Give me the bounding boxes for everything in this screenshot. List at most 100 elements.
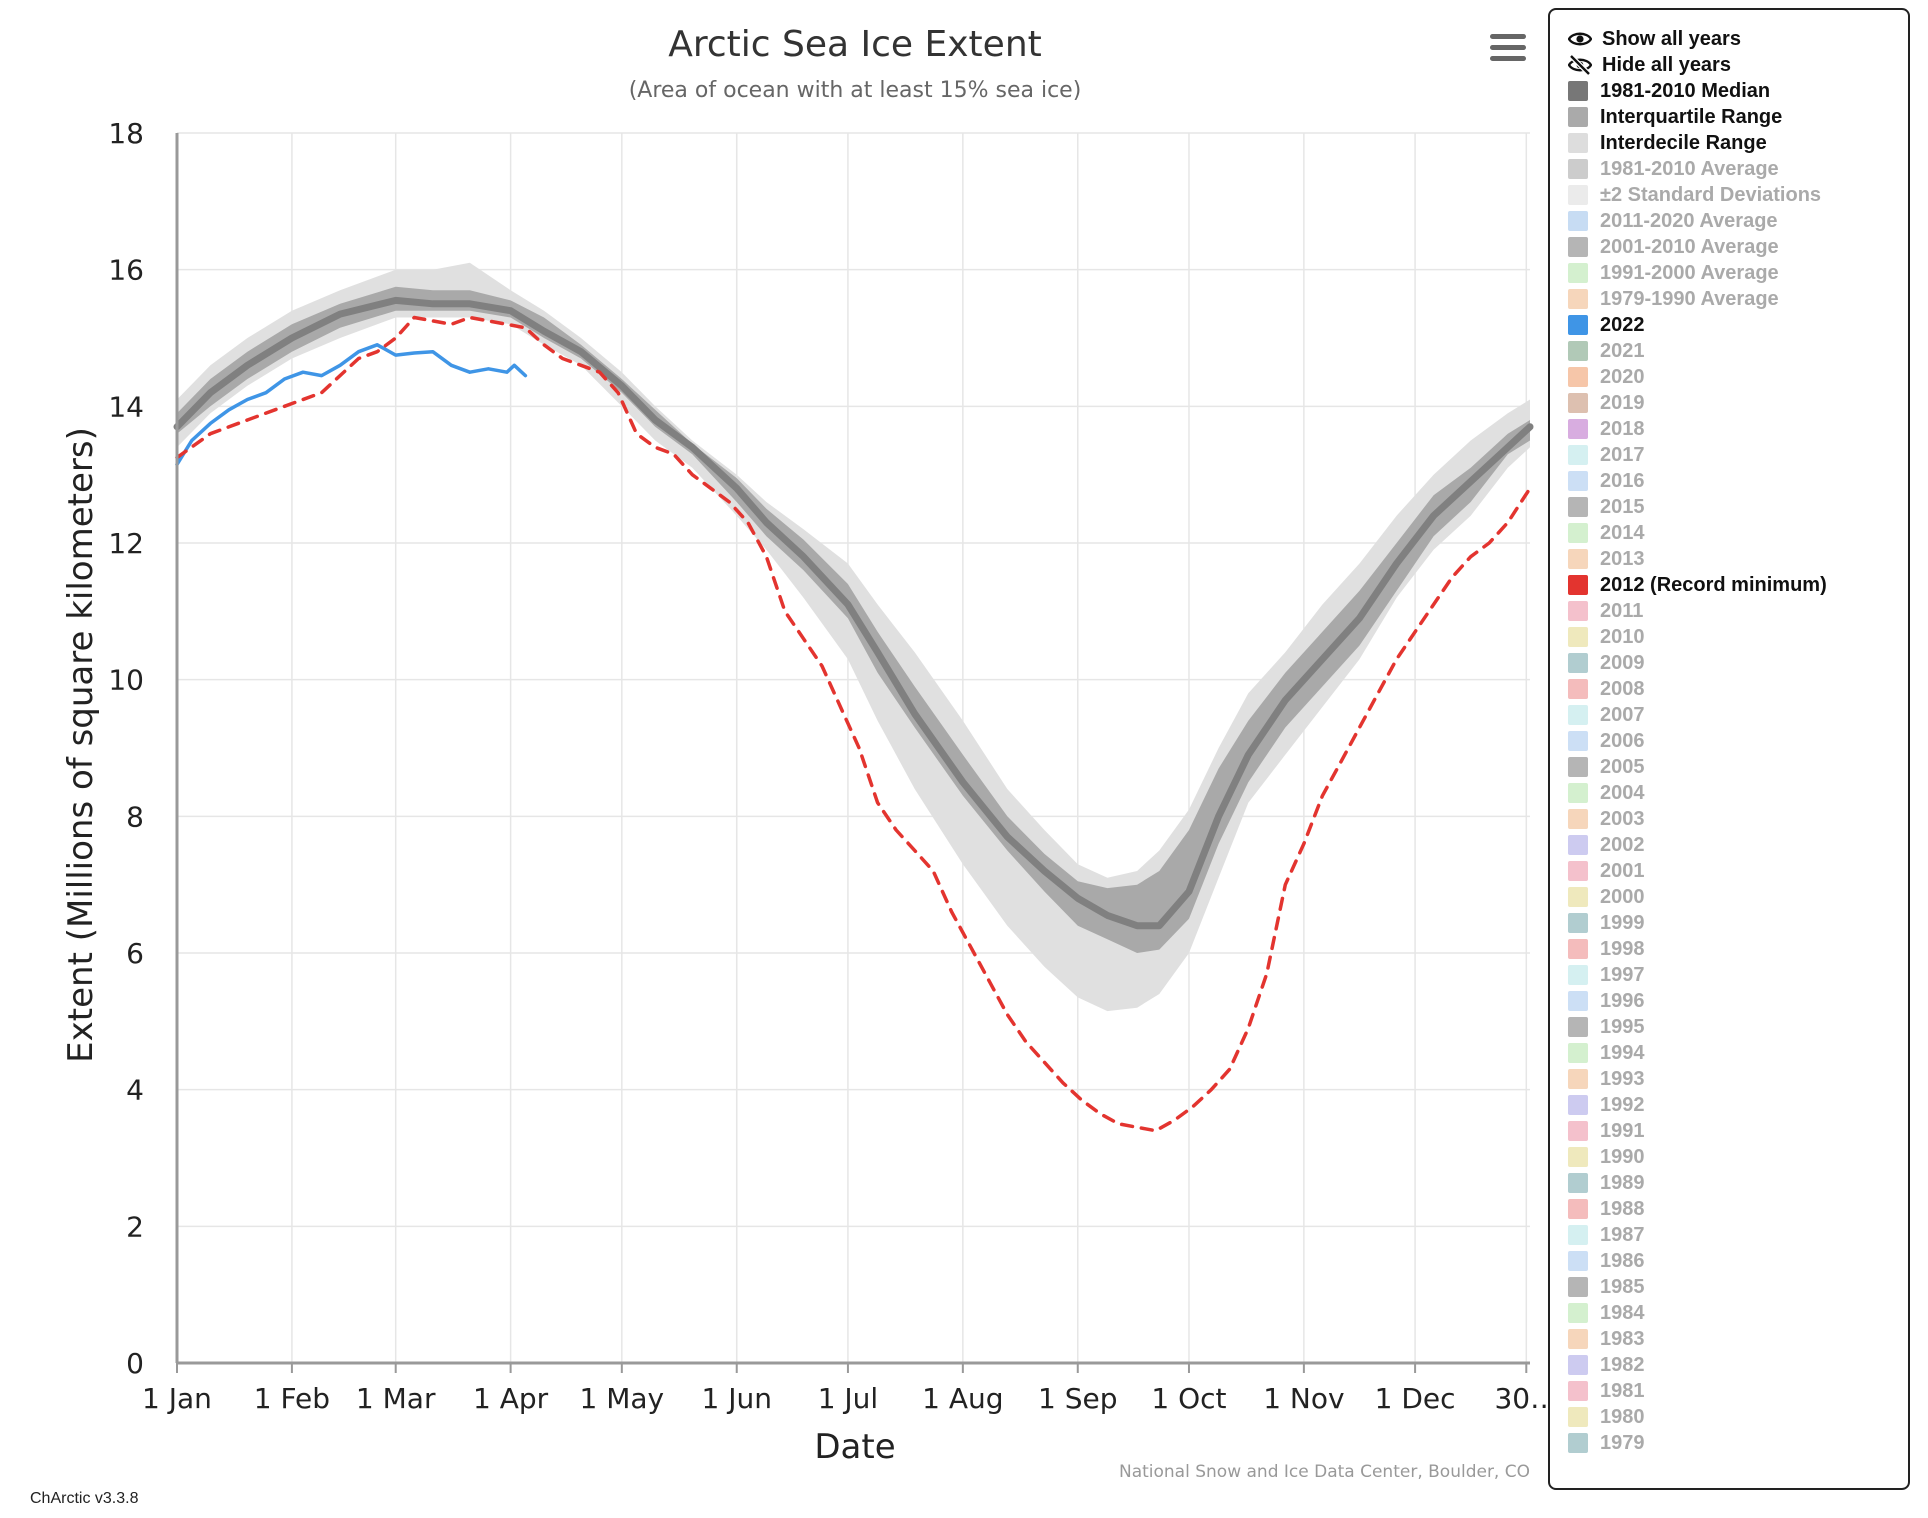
x-tick-label: 1 Jan	[142, 1382, 212, 1415]
legend-swatch	[1568, 835, 1588, 855]
legend-item[interactable]: 1996	[1568, 988, 1908, 1014]
legend-item[interactable]: 1981-2010 Average	[1568, 156, 1908, 182]
legend-item[interactable]: ±2 Standard Deviations	[1568, 182, 1908, 208]
legend-item[interactable]: 2010	[1568, 624, 1908, 650]
y-tick-label: 18	[108, 117, 144, 150]
legend-item-label: 2017	[1600, 443, 1645, 466]
legend-item-label: 1979	[1600, 1431, 1645, 1454]
legend-item[interactable]: 2018	[1568, 416, 1908, 442]
x-tick-label: 1 Sep	[1038, 1382, 1118, 1415]
chart-credits[interactable]: National Snow and Ice Data Center, Bould…	[1118, 1462, 1530, 1482]
legend-item[interactable]: 1985	[1568, 1274, 1908, 1300]
legend-item[interactable]: 2017	[1568, 442, 1908, 468]
legend-item[interactable]: 1984	[1568, 1300, 1908, 1326]
legend-item-label: 2005	[1600, 755, 1645, 778]
legend-item[interactable]: 1982	[1568, 1352, 1908, 1378]
legend-item[interactable]: 1990	[1568, 1144, 1908, 1170]
legend-item[interactable]: 1989	[1568, 1170, 1908, 1196]
legend-item[interactable]: 2008	[1568, 676, 1908, 702]
legend-item[interactable]: 2005	[1568, 754, 1908, 780]
legend-item[interactable]: 1987	[1568, 1222, 1908, 1248]
legend-item[interactable]: 2014	[1568, 520, 1908, 546]
legend-swatch	[1568, 731, 1588, 751]
show-all-years-button[interactable]: Show all years	[1568, 26, 1908, 52]
legend-swatch	[1568, 1121, 1588, 1141]
legend-item[interactable]: 2003	[1568, 806, 1908, 832]
legend-swatch	[1568, 1251, 1588, 1271]
legend-item[interactable]: 1981-2010 Median	[1568, 78, 1908, 104]
legend-item-label: 2018	[1600, 417, 1645, 440]
legend-item[interactable]: 1997	[1568, 962, 1908, 988]
legend-swatch	[1568, 1043, 1588, 1063]
legend-item[interactable]: 1980	[1568, 1404, 1908, 1430]
legend-item[interactable]: 2013	[1568, 546, 1908, 572]
legend-item[interactable]: 1993	[1568, 1066, 1908, 1092]
legend-swatch	[1568, 1147, 1588, 1167]
legend-item-label: 1985	[1600, 1275, 1645, 1298]
legend-item-label: 2012 (Record minimum)	[1600, 573, 1827, 596]
legend-item[interactable]: 1983	[1568, 1326, 1908, 1352]
legend-item[interactable]: 1999	[1568, 910, 1908, 936]
legend-item[interactable]: 2019	[1568, 390, 1908, 416]
legend-item[interactable]: 2004	[1568, 780, 1908, 806]
legend-item[interactable]: 2011	[1568, 598, 1908, 624]
legend-item[interactable]: 1988	[1568, 1196, 1908, 1222]
legend-item[interactable]: 2001	[1568, 858, 1908, 884]
legend-item[interactable]: Interquartile Range	[1568, 104, 1908, 130]
x-tick-label: 1 Apr	[473, 1382, 549, 1415]
legend-swatch	[1568, 913, 1588, 933]
legend-item[interactable]: 2016	[1568, 468, 1908, 494]
x-tick-label: 30…	[1494, 1382, 1548, 1415]
legend-item[interactable]: 2012 (Record minimum)	[1568, 572, 1908, 598]
legend-item[interactable]: 2020	[1568, 364, 1908, 390]
version-label: ChArctic v3.3.8	[30, 1490, 139, 1507]
legend-item[interactable]: 1994	[1568, 1040, 1908, 1066]
legend-item-label: 1979-1990 Average	[1600, 287, 1779, 310]
legend-item[interactable]: 1995	[1568, 1014, 1908, 1040]
legend-swatch	[1568, 445, 1588, 465]
legend-items: 1981-2010 Median Interquartile Range Inter…	[1568, 78, 1908, 1456]
axes: 0 2 4 6 8 10 12 14 16 18 1 Jan 1 Feb 1 Mar 1 Apr 1 May…	[108, 117, 1548, 1415]
legend-item-label: 1981-2010 Median	[1600, 79, 1771, 102]
legend-swatch	[1568, 263, 1588, 283]
legend-item[interactable]: 2001-2010 Average	[1568, 234, 1908, 260]
legend-item[interactable]: 1991-2000 Average	[1568, 260, 1908, 286]
legend-item-label: 1980	[1600, 1405, 1645, 1428]
legend-item[interactable]: 1979-1990 Average	[1568, 286, 1908, 312]
legend-item[interactable]: 2002	[1568, 832, 1908, 858]
legend-item[interactable]: 1981	[1568, 1378, 1908, 1404]
legend-item[interactable]: 1998	[1568, 936, 1908, 962]
y-tick-label: 2	[126, 1210, 144, 1243]
legend-item[interactable]: 1992	[1568, 1092, 1908, 1118]
x-tick-label: 1 Jun	[701, 1382, 771, 1415]
legend-item-label: 1987	[1600, 1223, 1645, 1246]
legend-swatch	[1568, 1381, 1588, 1401]
legend-item[interactable]: 1991	[1568, 1118, 1908, 1144]
legend-swatch	[1568, 1329, 1588, 1349]
legend-item[interactable]: Interdecile Range	[1568, 130, 1908, 156]
legend-item[interactable]: 2022	[1568, 312, 1908, 338]
legend-item-label: 2006	[1600, 729, 1645, 752]
y-tick-label: 6	[126, 937, 144, 970]
hide-all-years-button[interactable]: Hide all years	[1568, 52, 1908, 78]
legend-swatch	[1568, 341, 1588, 361]
legend-item[interactable]: 2011-2020 Average	[1568, 208, 1908, 234]
legend-item[interactable]: 2000	[1568, 884, 1908, 910]
legend-swatch	[1568, 861, 1588, 881]
hamburger-menu-icon[interactable]	[1490, 34, 1526, 64]
legend-item-label: 2011	[1600, 599, 1644, 622]
legend-item[interactable]: 2006	[1568, 728, 1908, 754]
legend-item[interactable]: 2015	[1568, 494, 1908, 520]
legend-item[interactable]: 2007	[1568, 702, 1908, 728]
y-tick-label: 12	[108, 527, 144, 560]
legend-item[interactable]: 1986	[1568, 1248, 1908, 1274]
legend-swatch	[1568, 107, 1588, 127]
legend-swatch	[1568, 315, 1588, 335]
legend-item-label: 2001	[1600, 859, 1645, 882]
legend-item-label: 1998	[1600, 937, 1645, 960]
legend-item[interactable]: 2021	[1568, 338, 1908, 364]
legend-item[interactable]: 2009	[1568, 650, 1908, 676]
legend-swatch	[1568, 471, 1588, 491]
legend-item[interactable]: 1979	[1568, 1430, 1908, 1456]
chart-plot: 0 2 4 6 8 10 12 14 16 18 1 Jan 1 Feb 1 Mar 1 Apr 1 May…	[61, 117, 1548, 1467]
